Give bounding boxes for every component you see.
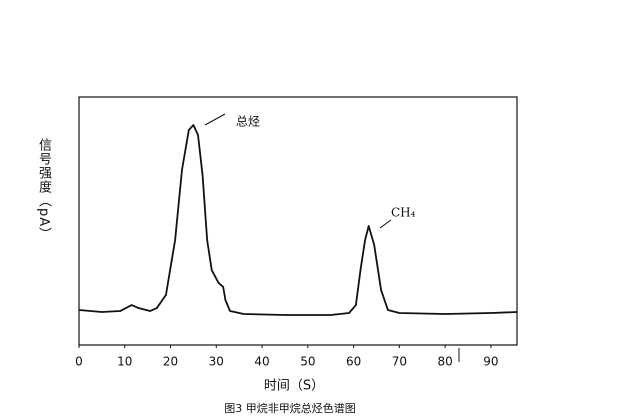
annotation: 总烃	[236, 115, 260, 129]
signal-line	[78, 124, 518, 316]
plot-frame	[78, 96, 518, 346]
x-axis-label: 时间（S）	[264, 379, 324, 394]
x-tick-label: 0	[75, 355, 83, 369]
y-axis-label: 信号强度（pA）	[36, 138, 51, 242]
leader-line	[204, 113, 226, 126]
x-tick-label: 10	[117, 355, 132, 369]
x-tick-label: 90	[483, 355, 498, 369]
x-tick-label: 50	[300, 355, 315, 369]
x-tick-label: 60	[346, 355, 361, 369]
x-tick-label: 30	[209, 355, 224, 369]
leader-line	[379, 219, 392, 229]
annotation: CH₄	[391, 206, 416, 220]
caption: 图3 甲烷非甲烷总烃色谱图	[224, 401, 356, 415]
x-tick-label: 40	[254, 355, 269, 369]
x-tick-label: 70	[392, 355, 407, 369]
x-tick-label: 80	[438, 355, 453, 369]
x-tick-label: 20	[163, 355, 178, 369]
